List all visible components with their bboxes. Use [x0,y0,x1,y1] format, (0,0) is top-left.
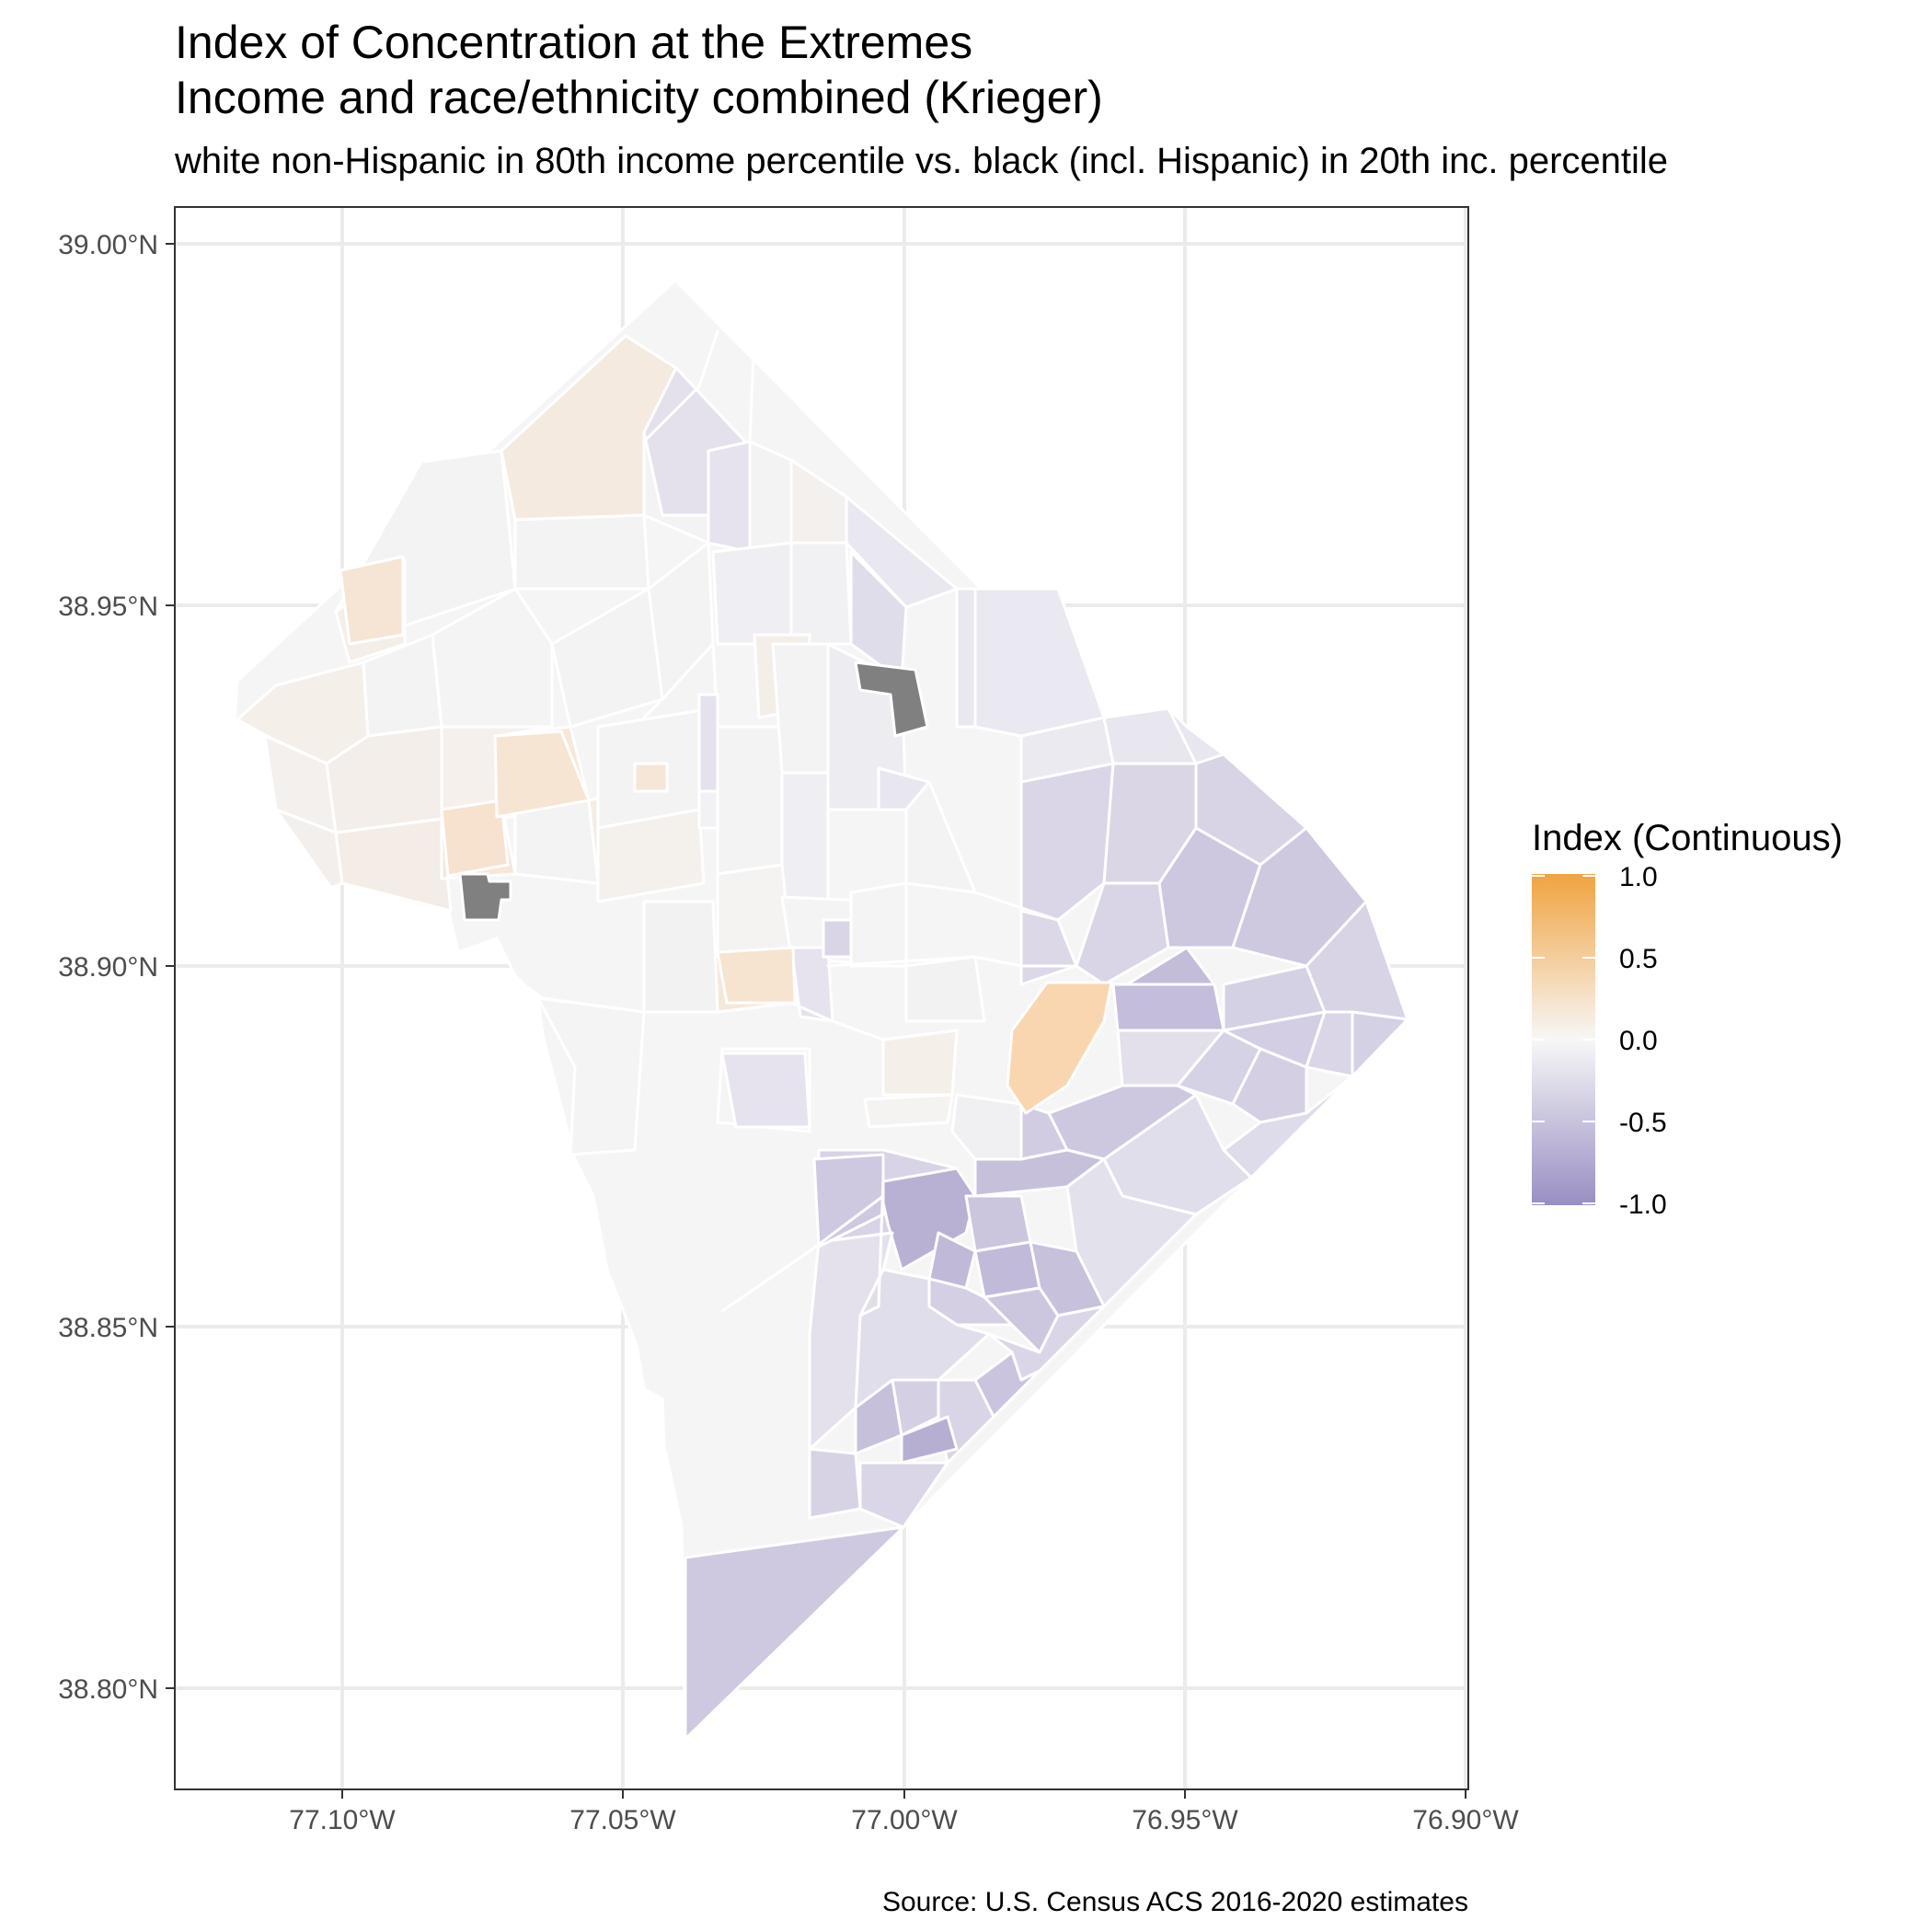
tract [808,1447,862,1520]
boundary-line [808,329,853,443]
legend-ticks [1532,875,1595,1204]
tract [849,881,908,968]
tract-no-data [458,872,512,922]
tract [493,730,591,819]
legend: Index (Continuous) 1.0 0.5 0.0 -0.5 -1.0 [1532,818,1843,1220]
tract [1075,881,1170,986]
tract [720,1052,811,1129]
x-tick-label: 77.10°W [289,1805,396,1835]
y-tick-label: 38.95°N [58,592,158,622]
y-tick-label: 39.00°N [58,230,158,260]
y-tick-label: 38.80°N [58,1674,158,1705]
tract [900,1415,959,1465]
tract [1231,1047,1308,1124]
tract [716,946,797,1005]
tract [780,771,830,903]
map-panel-border [174,206,1469,1790]
tract [950,1093,1023,1161]
tract [716,725,784,876]
tract [1222,1075,1354,1179]
x-tick-label: 76.95°W [1132,1805,1238,1835]
legend-label: 0.0 [1619,1026,1658,1056]
tract [707,440,752,554]
tract [1006,981,1113,1115]
axis-ticks [166,243,1466,1799]
tract [748,440,793,554]
x-tick-label: 77.00°W [851,1805,958,1835]
tract [697,693,719,793]
tract-no-data [854,661,929,738]
tract [973,1351,1041,1419]
tract [431,587,554,729]
tract [1111,983,1225,1032]
tract-polygons [233,279,1409,1741]
boundary-line [973,881,1106,922]
tract [881,1029,959,1097]
tract [858,1461,949,1529]
y-tick-label: 38.90°N [58,952,158,983]
tract [684,1525,905,1741]
boundary-line [642,329,719,443]
y-tick-label: 38.85°N [58,1313,158,1343]
tract [822,918,853,959]
chart-subtitle: white non-Hispanic in 80th income percen… [175,141,1669,181]
boundary-line [858,1176,885,1317]
legend-label: -1.0 [1619,1190,1667,1220]
tract [513,513,650,591]
tract [711,541,793,646]
legend-title: Index (Continuous) [1532,818,1843,858]
tract [891,1378,940,1437]
source-caption: Source: U.S. Census ACS 2016-2020 estima… [882,1887,1468,1917]
tract [789,541,853,646]
tract [877,1167,977,1271]
tract [513,799,600,885]
boundary-line [720,1194,885,1313]
tract [863,1093,954,1129]
tract [808,1231,894,1451]
boundary-line [748,329,756,443]
chart-title-line-1: Index of Concentration at the Extremes [175,17,973,68]
tract [771,642,834,775]
tract [983,1286,1060,1354]
chart-title-line-2: Income and race/ethnicity combined (Krie… [175,72,1103,123]
tract [904,955,986,1023]
tract [955,587,977,729]
tract [440,799,510,878]
tract [642,900,719,1014]
tract [633,762,669,793]
x-tick-label: 76.90°W [1412,1805,1519,1835]
legend-label: 0.5 [1619,944,1658,974]
boundary-line [509,973,959,1041]
tract [325,725,443,834]
x-tick-label: 77.05°W [569,1805,676,1835]
boundary-line [826,955,1078,968]
legend-label: 1.0 [1619,862,1658,892]
tract [596,808,706,903]
tract [339,555,405,646]
legend-label: -0.5 [1619,1108,1667,1138]
tract [1351,1010,1409,1078]
